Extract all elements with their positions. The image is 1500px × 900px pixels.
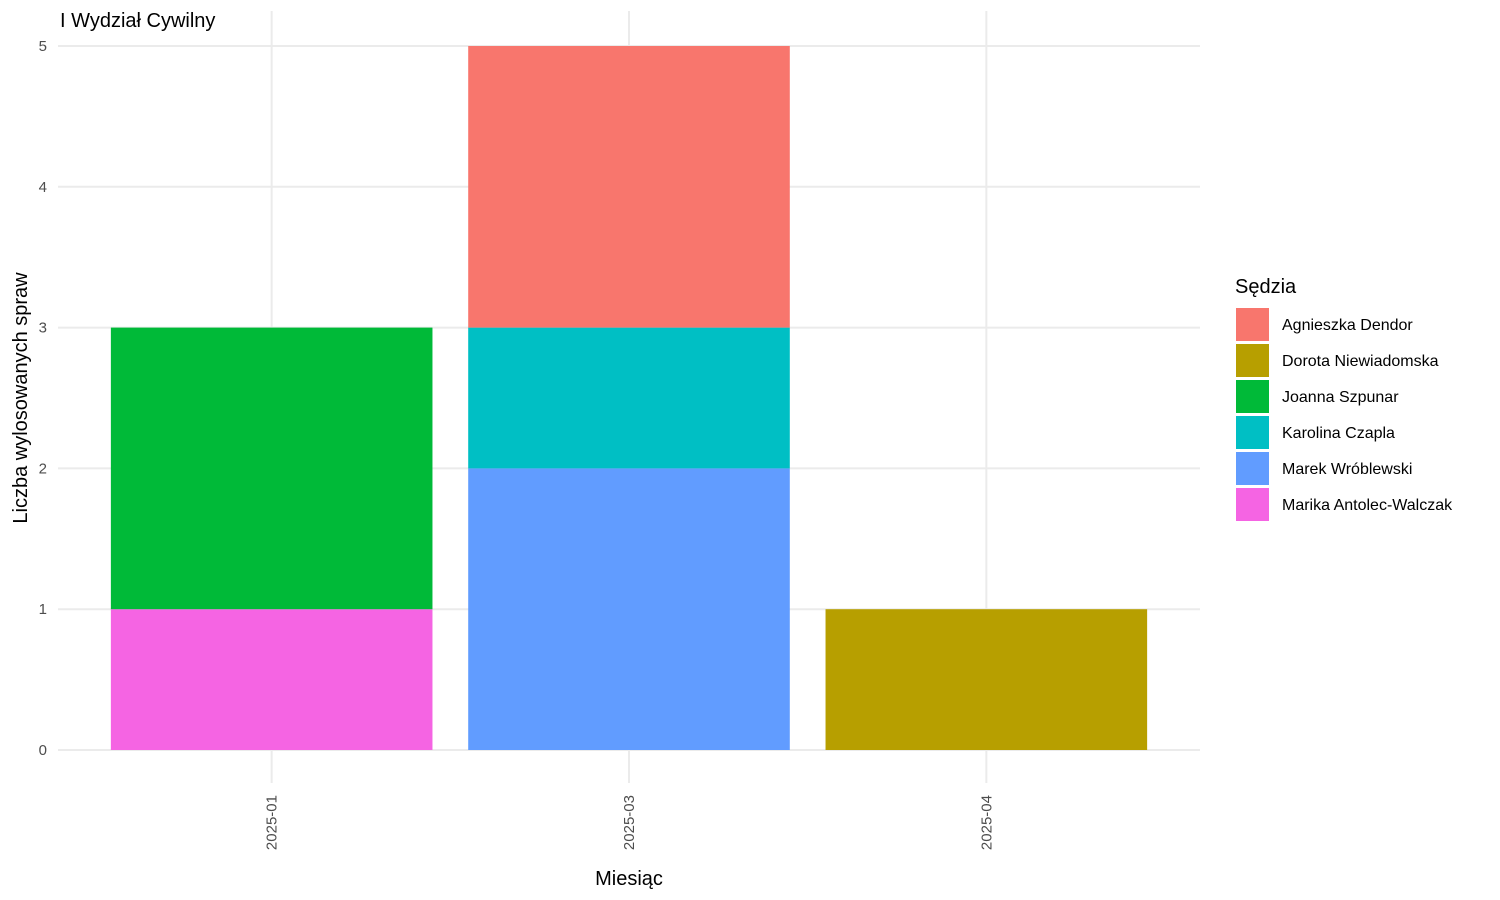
x-tick-label: 2025-03 xyxy=(621,795,638,850)
legend-key xyxy=(1236,344,1269,377)
legend-label: Joanna Szpunar xyxy=(1282,389,1399,406)
legend-key xyxy=(1236,416,1269,449)
legend-label: Marek Wróblewski xyxy=(1282,461,1412,478)
y-tick-label: 2 xyxy=(39,460,47,477)
legend-key xyxy=(1236,308,1269,341)
legend-title: Sędzia xyxy=(1235,276,1297,298)
x-tick-label: 2025-04 xyxy=(978,795,995,850)
chart-title: I Wydział Cywilny xyxy=(60,10,215,32)
x-axis: 2025-01 2025-03 2025-04 xyxy=(264,795,996,850)
y-tick-label: 1 xyxy=(39,601,47,618)
legend-label: Agnieszka Dendor xyxy=(1282,317,1413,334)
legend-label: Dorota Niewiadomska xyxy=(1282,353,1439,370)
legend-key xyxy=(1236,488,1269,521)
y-axis: 0 1 2 3 4 5 xyxy=(39,38,47,759)
bars xyxy=(110,46,1148,750)
x-tick-label: 2025-01 xyxy=(264,795,281,850)
bar-segment xyxy=(110,609,433,750)
legend: Sędzia Agnieszka Dendor Dorota Niewiadoms… xyxy=(1235,276,1453,521)
x-axis-title: Miesiąc xyxy=(595,868,663,890)
legend-label: Marika Antolec-Walczak xyxy=(1282,497,1453,514)
y-tick-label: 0 xyxy=(39,742,47,759)
y-tick-label: 4 xyxy=(39,179,47,196)
bar-segment xyxy=(110,327,433,610)
y-axis-title: Liczba wylosowanych spraw xyxy=(10,272,32,524)
bar-segment xyxy=(825,609,1148,750)
bar-segment xyxy=(468,468,790,750)
bar-segment xyxy=(468,327,790,469)
legend-label: Karolina Czapla xyxy=(1282,425,1395,442)
legend-key xyxy=(1236,452,1269,485)
y-tick-label: 3 xyxy=(39,320,47,337)
y-tick-label: 5 xyxy=(39,38,47,55)
legend-key xyxy=(1236,380,1269,413)
bar-segment xyxy=(468,46,790,328)
